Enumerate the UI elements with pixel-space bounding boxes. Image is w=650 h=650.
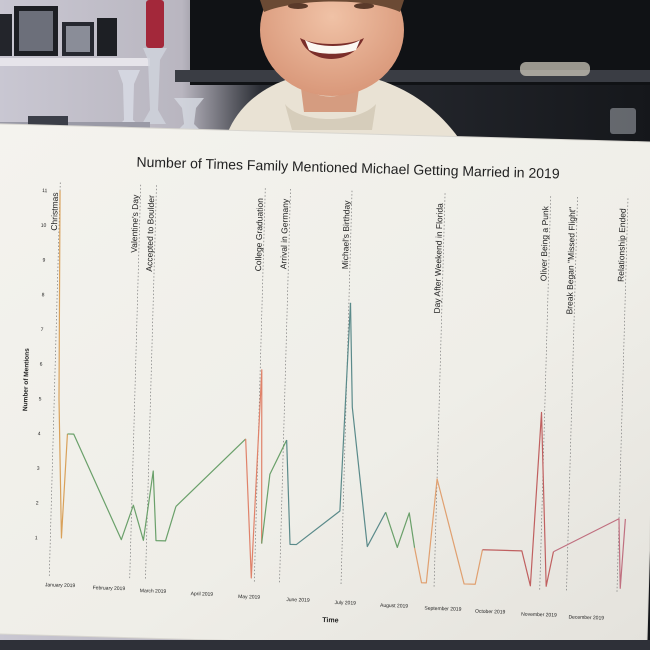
- photo-frame-0: [0, 14, 12, 56]
- person-eye-right: [354, 3, 374, 9]
- event-label: Arrival in Germany: [278, 198, 290, 269]
- x-tick-label: January 2019: [45, 582, 76, 589]
- right-glass: [610, 108, 636, 134]
- event-markers: Christmas Valentine's Day Accepted to Boul…: [48, 182, 629, 593]
- event-label: Valentine's Day: [129, 194, 141, 253]
- y-tick-label: 3: [37, 466, 40, 472]
- photo-frame-1-picture: [19, 11, 53, 51]
- poster: Number of Times Family Mentioned Michael…: [0, 123, 650, 650]
- series-line: [482, 411, 555, 587]
- x-tick-label: March 2019: [140, 588, 167, 595]
- x-tick-label: December 2019: [568, 614, 604, 621]
- series-line: [349, 302, 387, 548]
- candle-holder: [142, 48, 167, 124]
- event-line: [433, 193, 446, 588]
- event-line: [279, 188, 291, 583]
- event-line: [48, 182, 61, 577]
- y-tick-label: 11: [42, 188, 48, 194]
- series-line: [286, 302, 352, 546]
- y-tick-label: 9: [43, 258, 46, 264]
- x-tick-label: June 2019: [286, 597, 310, 604]
- event-line: [145, 185, 157, 580]
- chart-lines: [58, 190, 626, 589]
- y-tick-label: 10: [41, 223, 47, 229]
- x-tick-label: August 2019: [380, 603, 408, 610]
- event-label: College Graduation: [253, 198, 265, 272]
- series-line: [58, 190, 69, 539]
- series-line: [67, 433, 177, 542]
- x-tick-label: September 2019: [424, 606, 461, 613]
- event-line: [253, 188, 266, 583]
- event-label: Christmas: [49, 192, 60, 231]
- x-tick-label: October 2019: [475, 609, 506, 616]
- x-axis-label: Time: [322, 617, 339, 624]
- event-label: Michael's Birthday: [340, 200, 352, 270]
- photo-frame-3: [97, 18, 117, 56]
- y-axis-ticks: 1 2 3 4 5 6 7 8 9 10 11: [35, 188, 48, 541]
- photo-frame-2-picture: [66, 26, 90, 52]
- glass-holder-right: [174, 98, 204, 130]
- person-neck: [300, 80, 360, 112]
- x-tick-label: July 2019: [334, 600, 356, 607]
- x-tick-label: February 2019: [93, 585, 126, 592]
- series-line: [385, 512, 416, 548]
- jacket-collar-shadow: [285, 104, 376, 130]
- series-line: [245, 369, 263, 579]
- lamp-glow: [520, 62, 590, 76]
- red-candle: [146, 0, 164, 48]
- glass-holder-left: [116, 70, 142, 128]
- y-tick-label: 8: [42, 292, 45, 298]
- series-line: [553, 518, 626, 589]
- series-line: [175, 438, 247, 507]
- y-tick-label: 5: [39, 396, 42, 402]
- floor-rug: [0, 640, 650, 650]
- x-tick-label: April 2019: [191, 591, 214, 598]
- event-label: Accepted to Boulder: [144, 195, 156, 272]
- x-axis-ticks: January 2019 February 2019 March 2019 April…: [45, 582, 605, 621]
- x-tick-label: May 2019: [238, 594, 260, 601]
- person-eye-left: [288, 3, 308, 9]
- series-line: [261, 439, 288, 544]
- event-line: [616, 198, 629, 593]
- y-tick-label: 6: [40, 362, 43, 368]
- poster-board: [0, 123, 650, 650]
- y-tick-label: 2: [36, 501, 39, 507]
- person-hair: [260, 0, 404, 12]
- event-line: [539, 196, 552, 591]
- event-label: Relationship Ended: [616, 208, 628, 282]
- series-line: [413, 478, 484, 585]
- event-label: Oliver Being a Punk: [538, 205, 550, 281]
- y-tick-label: 1: [35, 535, 38, 541]
- event-line: [129, 184, 142, 579]
- y-tick-label: 7: [41, 327, 44, 333]
- event-label: Break Began "Missed Flight": [564, 207, 577, 315]
- x-tick-label: November 2019: [521, 612, 557, 619]
- wall-shelf: [0, 58, 150, 66]
- event-label: Day After Weekend in Florida: [432, 203, 445, 314]
- event-line: [566, 196, 578, 591]
- y-tick-label: 4: [38, 431, 41, 437]
- y-axis-label: Number of Mentions: [22, 348, 31, 411]
- person-teeth: [305, 40, 360, 54]
